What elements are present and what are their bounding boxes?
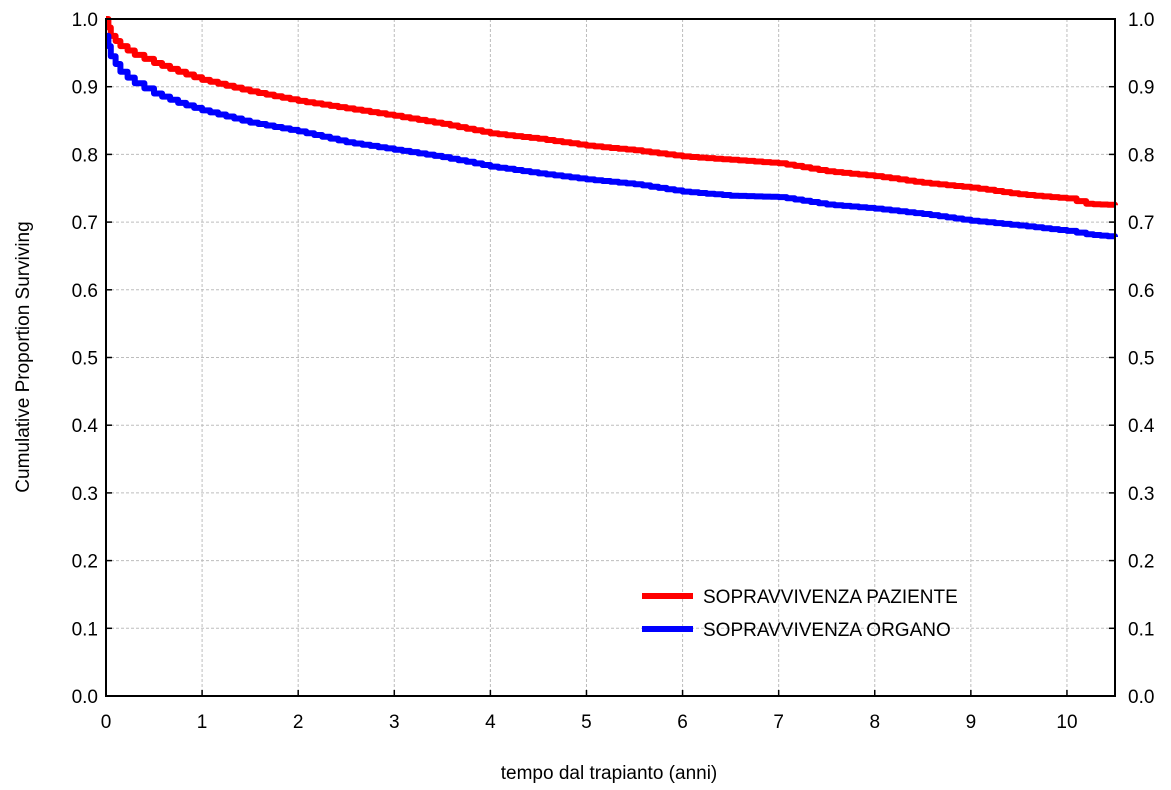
y-tick-label: 0.8 <box>72 145 98 166</box>
x-tick-label: 8 <box>869 712 880 733</box>
y-tick-label: 0.5 <box>72 349 98 370</box>
x-tick-label: 7 <box>773 712 784 733</box>
y-tick-label-right: 0.2 <box>1128 552 1154 573</box>
x-tick-label: 9 <box>966 712 977 733</box>
y-axis-right-tick-labels: 0.0 0.1 0.2 0.3 0.4 0.5 0.6 0.7 0.8 0.9 1.0 <box>1128 10 1155 708</box>
grid-lines <box>106 19 1115 696</box>
y-tick-label-right: 0.7 <box>1128 213 1154 234</box>
x-axis-title: tempo dal trapianto (anni) <box>501 763 718 784</box>
y-tick-label: 0.4 <box>72 416 99 437</box>
x-tick-label: 1 <box>197 712 208 733</box>
y-tick-label-right: 0.5 <box>1128 349 1154 370</box>
x-tick-label: 2 <box>293 712 304 733</box>
axis-ticks <box>105 18 1115 697</box>
y-axis-title: Cumulative Proportion Surviving <box>13 221 34 492</box>
y-tick-label-right: 0.1 <box>1128 619 1154 640</box>
x-tick-label: 3 <box>389 712 400 733</box>
x-axis-tick-labels: 0 1 2 3 4 5 6 7 8 9 10 <box>101 712 1078 733</box>
x-tick-label: 4 <box>485 712 496 733</box>
y-tick-label: 1.0 <box>72 10 98 31</box>
y-tick-label-right: 0.8 <box>1128 145 1154 166</box>
x-tick-label: 0 <box>101 712 112 733</box>
y-tick-label: 0.2 <box>72 552 98 573</box>
y-tick-label-right: 0.3 <box>1128 484 1154 505</box>
y-tick-label: 0.0 <box>72 687 98 708</box>
legend-label: SOPRAVVIVENZA ORGANO <box>703 620 951 641</box>
y-tick-label: 0.3 <box>72 484 98 505</box>
y-tick-label: 0.1 <box>72 619 98 640</box>
series-line-paziente <box>105 16 1118 208</box>
y-tick-label-right: 1.0 <box>1128 10 1154 31</box>
y-tick-label-right: 0.4 <box>1128 416 1155 437</box>
y-tick-label-right: 0.6 <box>1128 281 1154 302</box>
legend: SOPRAVVIVENZA PAZIENTE SOPRAVVIVENZA ORGA… <box>642 587 958 641</box>
series-line-organo <box>105 32 1118 240</box>
x-tick-label: 6 <box>677 712 688 733</box>
y-tick-label: 0.7 <box>72 213 98 234</box>
y-tick-label-right: 0.9 <box>1128 78 1154 99</box>
y-tick-label: 0.9 <box>72 78 98 99</box>
series-lines <box>105 16 1118 240</box>
x-tick-label: 10 <box>1056 712 1077 733</box>
x-tick-label: 5 <box>581 712 592 733</box>
y-tick-label-right: 0.0 <box>1128 687 1154 708</box>
legend-label: SOPRAVVIVENZA PAZIENTE <box>703 587 958 608</box>
y-axis-left-tick-labels: 0.0 0.1 0.2 0.3 0.4 0.5 0.6 0.7 0.8 0.9 1.0 <box>72 10 99 708</box>
y-tick-label: 0.6 <box>72 281 98 302</box>
